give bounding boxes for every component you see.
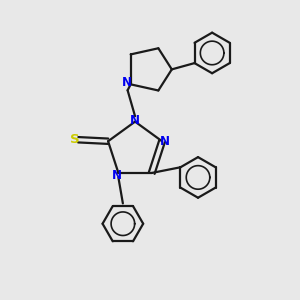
Text: N: N bbox=[112, 169, 122, 182]
Text: N: N bbox=[130, 114, 140, 127]
Text: N: N bbox=[159, 135, 170, 148]
Text: N: N bbox=[122, 76, 132, 89]
Text: S: S bbox=[70, 133, 80, 146]
